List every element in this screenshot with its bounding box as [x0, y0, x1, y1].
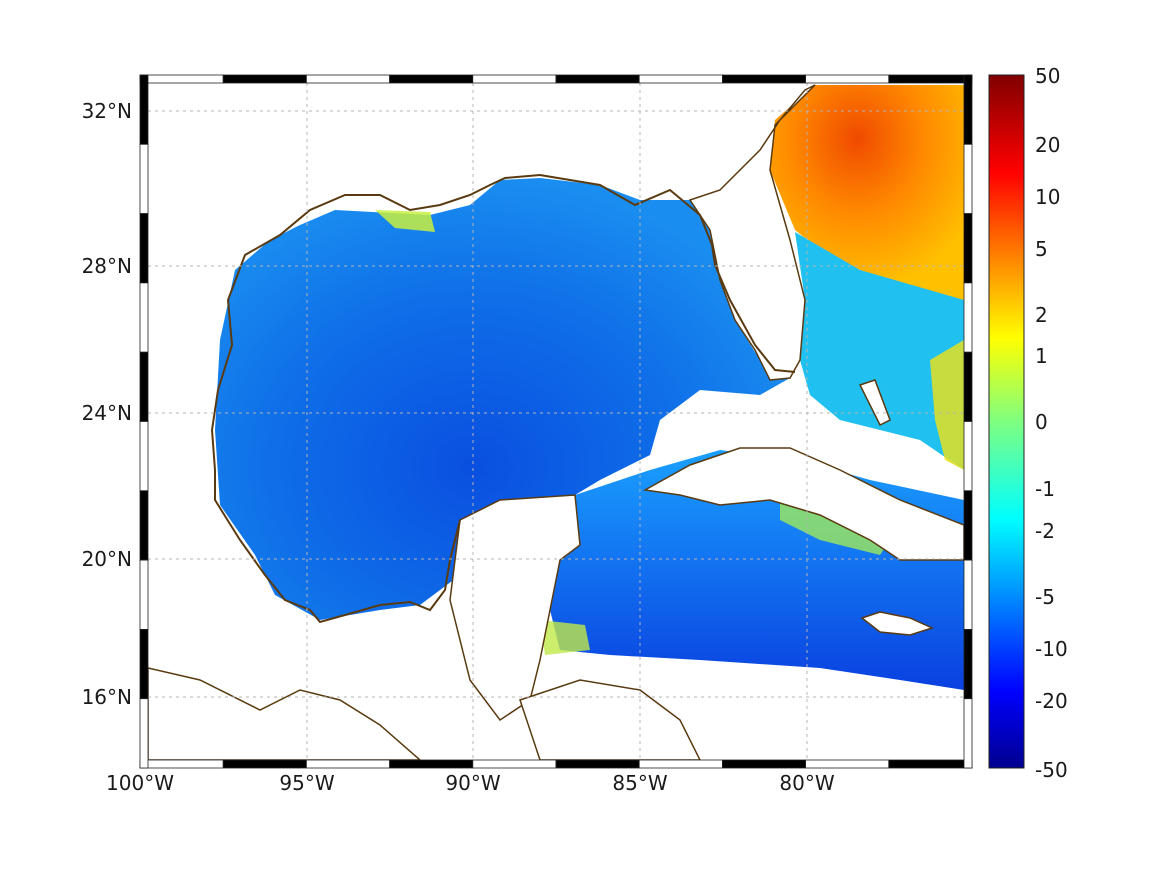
frame-segment-right	[963, 213, 973, 284]
frame-segment-right	[963, 629, 973, 700]
lat-tick-16n: 16°N	[82, 685, 132, 709]
bahamas-yellow-field	[930, 340, 964, 470]
frame-segment-right	[963, 143, 973, 215]
frame-segment-left	[139, 559, 149, 630]
colorbar: 50 20 10 5 2 1 0 -1 -2 -5 -10 -20 -50	[988, 64, 1068, 782]
frame-segment-left	[139, 74, 149, 145]
frame-segment-bottom	[472, 759, 557, 769]
bahamas-field	[795, 232, 964, 470]
cbar-tick-neg10: -10	[1035, 637, 1068, 661]
frame-segment-bottom	[389, 759, 474, 769]
frame-segment-left	[139, 143, 149, 215]
frame-segment-bottom	[222, 759, 307, 769]
lat-tick-32n: 32°N	[82, 99, 132, 123]
frame-segment-right	[963, 559, 973, 630]
lon-tick-85w: 85°W	[612, 771, 667, 795]
frame-segment-top	[305, 74, 390, 84]
frame-segment-right	[963, 351, 973, 422]
lat-tick-20n: 20°N	[82, 547, 132, 571]
frame-segment-top	[805, 74, 890, 84]
frame-segment-right	[963, 698, 973, 769]
cbar-tick-1: 1	[1035, 344, 1048, 368]
lon-tick-80w: 80°W	[779, 771, 834, 795]
frame-segment-bottom	[555, 759, 640, 769]
cbar-tick-50: 50	[1035, 64, 1060, 88]
map-frame	[139, 74, 973, 769]
frame-segment-bottom	[805, 759, 890, 769]
frame-segment-top	[638, 74, 723, 84]
frame-segment-top	[555, 74, 640, 84]
lon-tick-100w: 100°W	[106, 771, 174, 795]
frame-segment-left	[139, 629, 149, 700]
data-field	[215, 85, 964, 690]
frame-segment-left	[139, 213, 149, 284]
colorbar-tick-labels: 50 20 10 5 2 1 0 -1 -2 -5 -10 -20 -50	[1035, 64, 1068, 782]
cbar-tick-neg2: -2	[1035, 519, 1055, 543]
frame-segment-top	[389, 74, 474, 84]
louisiana-shelf-field	[375, 210, 435, 232]
frame-segment-top	[139, 74, 224, 84]
frame-segment-bottom	[139, 759, 224, 769]
frame-segment-bottom	[638, 759, 723, 769]
frame-segment-left	[139, 351, 149, 422]
frame-segment-bottom	[888, 759, 973, 769]
frame-segment-bottom	[722, 759, 807, 769]
frame-segment-left	[139, 698, 149, 769]
yucatan-peninsula	[449, 494, 581, 722]
gulf-of-mexico-field	[215, 178, 790, 660]
frame-segment-bottom	[305, 759, 390, 769]
central-america	[148, 667, 422, 760]
cbar-tick-neg50: -50	[1035, 758, 1068, 782]
cbar-tick-neg1: -1	[1035, 477, 1055, 501]
lon-tick-90w: 90°W	[445, 771, 500, 795]
cbar-tick-neg5: -5	[1035, 585, 1055, 609]
bahamas-islands	[858, 379, 891, 427]
frame-segment-right	[963, 421, 973, 492]
frame-segment-top	[888, 74, 973, 84]
cbar-tick-10: 10	[1035, 185, 1060, 209]
frame-segment-left	[139, 490, 149, 561]
florida-peninsula	[688, 84, 816, 381]
mexico-coastline	[214, 470, 461, 624]
frame-segment-top	[472, 74, 557, 84]
lat-tick-labels: 32°N 28°N 24°N 20°N 16°N	[82, 99, 132, 709]
jamaica	[860, 611, 935, 636]
land-masses	[148, 84, 964, 760]
frame-segment-left	[139, 282, 149, 353]
atlantic-warm-field	[770, 85, 964, 300]
cbar-tick-20: 20	[1035, 133, 1060, 157]
frame-segment-top	[222, 74, 307, 84]
gulf-coastline	[210, 173, 796, 471]
frame-segment-right	[963, 282, 973, 353]
lon-tick-labels: 100°W 95°W 90°W 85°W 80°W	[106, 771, 835, 795]
cbar-tick-0: 0	[1035, 410, 1048, 434]
yucatan-warm-field	[540, 620, 590, 655]
colorbar-gradient	[988, 74, 1025, 769]
frame-segment-left	[139, 421, 149, 492]
honduras-coast	[519, 679, 701, 760]
cbar-tick-neg20: -20	[1035, 689, 1068, 713]
frame-segment-right	[963, 74, 973, 145]
frame-segment-right	[963, 490, 973, 561]
lat-tick-24n: 24°N	[82, 401, 132, 425]
frame-segment-top	[722, 74, 807, 84]
cuba	[642, 447, 964, 561]
cbar-tick-5: 5	[1035, 237, 1048, 261]
cbar-tick-2: 2	[1035, 303, 1048, 327]
lat-tick-28n: 28°N	[82, 254, 132, 278]
graticule	[148, 83, 964, 760]
lon-tick-95w: 95°W	[279, 771, 334, 795]
